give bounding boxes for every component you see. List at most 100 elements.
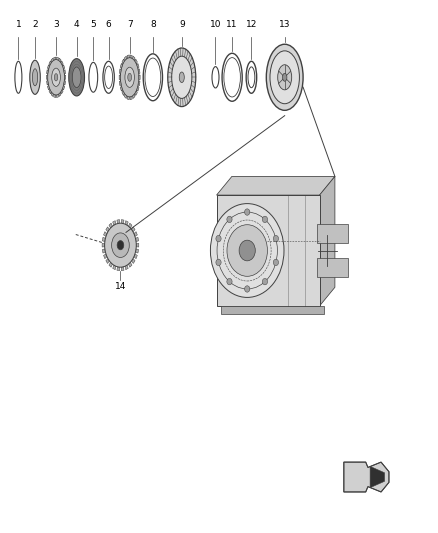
Ellipse shape xyxy=(72,67,81,87)
Polygon shape xyxy=(63,85,65,90)
Polygon shape xyxy=(137,86,139,91)
Polygon shape xyxy=(135,249,138,253)
Polygon shape xyxy=(370,466,385,488)
Polygon shape xyxy=(46,75,48,79)
Circle shape xyxy=(244,209,250,215)
Circle shape xyxy=(216,259,221,265)
Polygon shape xyxy=(221,306,324,314)
Circle shape xyxy=(273,236,279,242)
Ellipse shape xyxy=(172,56,192,99)
Polygon shape xyxy=(133,94,135,99)
Circle shape xyxy=(227,278,232,285)
Polygon shape xyxy=(119,75,120,79)
Ellipse shape xyxy=(266,44,303,110)
Text: 2: 2 xyxy=(32,20,38,29)
Polygon shape xyxy=(49,61,51,65)
Ellipse shape xyxy=(125,67,134,87)
Polygon shape xyxy=(127,55,129,58)
Circle shape xyxy=(273,259,279,265)
Polygon shape xyxy=(318,258,348,277)
Text: 1: 1 xyxy=(15,20,21,29)
Text: 13: 13 xyxy=(279,20,290,29)
Text: 11: 11 xyxy=(226,20,238,29)
Ellipse shape xyxy=(168,48,196,107)
Polygon shape xyxy=(120,86,122,91)
Polygon shape xyxy=(121,267,124,271)
Polygon shape xyxy=(133,56,135,60)
Polygon shape xyxy=(122,59,124,64)
Polygon shape xyxy=(134,254,138,259)
Circle shape xyxy=(227,216,232,223)
Polygon shape xyxy=(59,93,61,96)
Text: 14: 14 xyxy=(115,282,126,292)
Text: 6: 6 xyxy=(106,20,112,29)
Text: 8: 8 xyxy=(150,20,156,29)
Polygon shape xyxy=(113,221,116,225)
Polygon shape xyxy=(130,55,132,58)
Polygon shape xyxy=(128,262,132,267)
Polygon shape xyxy=(137,63,139,68)
Polygon shape xyxy=(103,232,107,237)
Polygon shape xyxy=(138,81,140,86)
Ellipse shape xyxy=(283,74,287,81)
Polygon shape xyxy=(106,227,110,232)
Polygon shape xyxy=(59,58,61,62)
Polygon shape xyxy=(125,265,128,270)
Polygon shape xyxy=(127,96,129,100)
Polygon shape xyxy=(64,80,66,85)
Circle shape xyxy=(244,286,250,292)
Ellipse shape xyxy=(54,74,58,81)
Polygon shape xyxy=(117,220,120,223)
Polygon shape xyxy=(119,69,121,74)
Ellipse shape xyxy=(270,51,300,104)
Polygon shape xyxy=(54,57,56,60)
Polygon shape xyxy=(216,176,335,195)
Polygon shape xyxy=(63,64,65,69)
Polygon shape xyxy=(344,462,389,492)
Polygon shape xyxy=(102,237,106,241)
Text: 3: 3 xyxy=(53,20,59,29)
Circle shape xyxy=(262,216,268,223)
Polygon shape xyxy=(102,249,106,253)
Polygon shape xyxy=(103,254,107,259)
Polygon shape xyxy=(320,176,335,306)
Text: 12: 12 xyxy=(246,20,257,29)
Polygon shape xyxy=(136,244,139,247)
Polygon shape xyxy=(51,58,53,62)
Polygon shape xyxy=(120,63,122,68)
Polygon shape xyxy=(119,81,121,86)
Ellipse shape xyxy=(128,73,131,82)
Polygon shape xyxy=(122,91,124,95)
Polygon shape xyxy=(102,244,105,247)
Ellipse shape xyxy=(32,69,38,86)
Ellipse shape xyxy=(105,223,136,267)
Polygon shape xyxy=(57,57,58,60)
Polygon shape xyxy=(124,94,127,99)
Polygon shape xyxy=(117,267,120,271)
Ellipse shape xyxy=(112,233,129,257)
Polygon shape xyxy=(134,232,138,237)
Polygon shape xyxy=(113,265,116,270)
Ellipse shape xyxy=(227,225,268,276)
Ellipse shape xyxy=(120,58,139,97)
Circle shape xyxy=(216,236,221,242)
Polygon shape xyxy=(125,221,128,225)
Polygon shape xyxy=(121,220,124,223)
Ellipse shape xyxy=(48,60,64,95)
Polygon shape xyxy=(124,56,127,60)
Polygon shape xyxy=(46,80,48,85)
Polygon shape xyxy=(64,75,66,79)
Polygon shape xyxy=(318,224,348,243)
Polygon shape xyxy=(216,195,320,306)
Polygon shape xyxy=(130,96,132,100)
Polygon shape xyxy=(54,94,56,98)
Polygon shape xyxy=(135,237,138,241)
Text: 5: 5 xyxy=(90,20,96,29)
Ellipse shape xyxy=(239,240,255,261)
Circle shape xyxy=(262,278,268,285)
Ellipse shape xyxy=(30,60,40,94)
Text: 7: 7 xyxy=(127,20,133,29)
Polygon shape xyxy=(47,85,49,90)
Polygon shape xyxy=(61,61,63,65)
Polygon shape xyxy=(46,70,48,74)
